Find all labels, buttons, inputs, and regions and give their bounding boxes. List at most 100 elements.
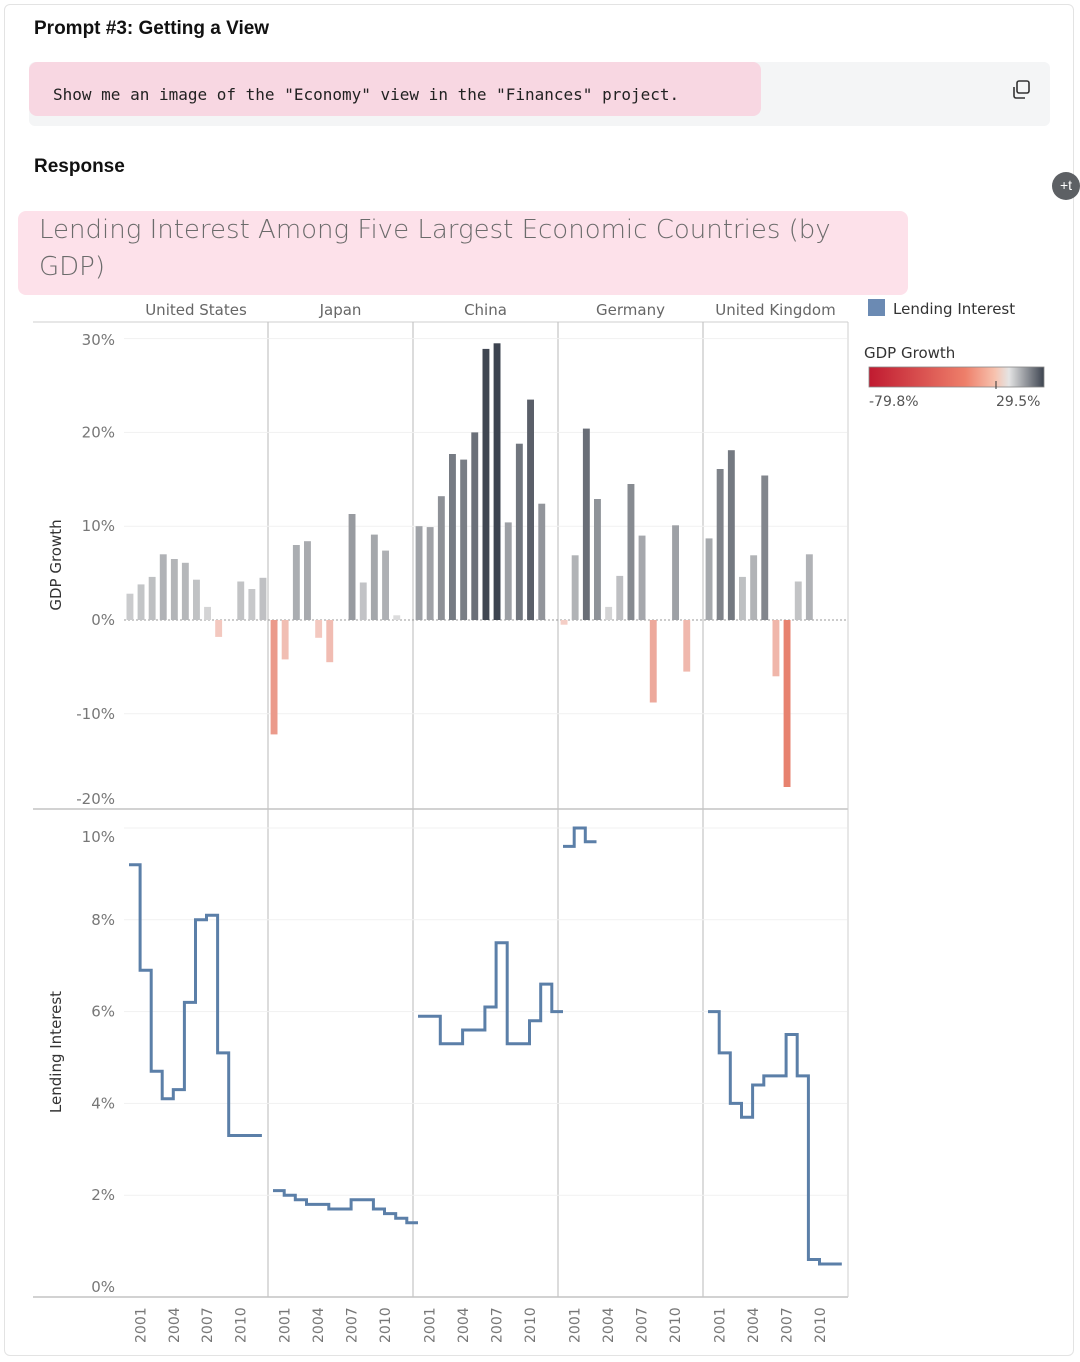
x-tick-label: 2001 [713,1307,729,1343]
copy-icon [1013,80,1030,99]
gdp-bar [605,606,613,620]
x-tick-label: 2010 [523,1307,539,1343]
grid-layer [33,321,849,1298]
column-header: United Kingdom [715,301,835,319]
gdp-bar [126,593,134,620]
lending-interest-line [563,826,597,848]
gdp-growth-gradient-bar [868,366,1045,388]
side-add-button[interactable]: +t [1052,172,1080,200]
gdp-bar [794,581,802,620]
gdp-bar [582,428,590,620]
gdp-bar [571,555,579,620]
gdp-bar [137,584,145,620]
gdp-bar [482,348,490,620]
gdp-bar [193,579,200,620]
gdp-bar [382,550,389,620]
bars-layer [126,343,813,787]
x-tick-label: 2010 [378,1307,394,1343]
column-header: China [464,301,507,319]
x-tick-label: 2001 [568,1307,584,1343]
gdp-bar [772,620,780,677]
gdp-bar [304,541,311,620]
gdp-bar [672,525,679,620]
gdp-bar [181,562,189,620]
gdp-bar [716,469,724,620]
lending-interest-line [708,1010,842,1266]
gdp-bar [616,575,624,620]
gdp-bar [170,559,178,620]
x-tick-label: 2001 [134,1307,150,1343]
title-highlight [18,211,908,295]
gdp-bar [538,503,546,620]
gdp-bar [449,454,456,620]
prompt-highlight [29,62,761,116]
legend-gradient-max: 29.5% [996,394,1041,410]
gdp-bar [805,554,813,620]
gdp-bar [649,620,657,703]
x-tick-label: 2007 [635,1307,651,1343]
gdp-bar [326,620,334,663]
lending-interest-line [129,863,262,1137]
x-tick-label: 2001 [423,1307,439,1343]
top-y-tick-label: -10% [76,705,115,723]
top-y-tick-label: 30% [82,331,115,349]
x-tick-label: 2004 [167,1307,183,1343]
viz-title: Lending Interest Among Five Largest Econ… [39,215,831,282]
gdp-bar [237,581,245,620]
gdp-bar [515,443,523,620]
gdp-bar [493,343,501,620]
lending-interest-line [418,941,563,1046]
legend-gradient-title: GDP Growth [864,344,956,362]
top-axis-title: GDP Growth [47,519,65,610]
x-tick-label: 2007 [200,1307,216,1343]
bottom-y-tick-label: 0% [91,1278,115,1296]
gdp-bar [315,620,323,638]
gdp-bar [348,514,356,620]
gdp-bar [204,606,211,620]
x-tick-label: 2007 [780,1307,796,1343]
gdp-bar [460,459,468,620]
lines-layer [129,826,842,1266]
gdp-bar [594,499,601,620]
gdp-bar [750,555,758,620]
gdp-bar [727,450,735,620]
response-heading: Response [34,156,125,177]
gdp-bar [437,496,445,620]
x-tick-label: 2010 [668,1307,684,1343]
gdp-bar [705,538,713,620]
gdp-bar [783,620,791,787]
gdp-bar [281,620,289,660]
gdp-bar [761,475,769,620]
copy-button[interactable] [1006,76,1036,106]
x-tick-label: 2004 [601,1307,617,1343]
gdp-bar [527,399,534,620]
gdp-bar [215,620,223,637]
prompt-heading: Prompt #3: Getting a View [34,18,270,39]
x-tick-label: 2010 [233,1307,249,1343]
bottom-y-tick-label: 4% [91,1094,115,1112]
legend-swatch-lending-interest [868,299,885,316]
legend-gradient-min: -79.8% [869,394,919,410]
lending-interest-line [273,1189,418,1225]
gdp-bar [159,554,167,620]
gdp-bar [627,484,635,620]
x-tick-label: 2010 [813,1307,829,1343]
content-frame [4,4,1074,1356]
top-y-tick-label: 20% [82,423,115,441]
gdp-bar [259,577,267,620]
bottom-y-tick-label: 10% [82,828,115,846]
bottom-y-tick-label: 8% [91,911,115,929]
gdp-bar [248,589,256,620]
bottom-y-tick-label: 2% [91,1186,115,1204]
x-tick-label: 2004 [746,1307,762,1343]
gdp-bar [415,526,423,620]
top-y-tick-label: 0% [91,611,115,629]
gdp-bar [359,582,367,620]
gdp-bar [292,545,300,620]
legend-series-label: Lending Interest [893,300,1016,318]
gdp-bar [426,527,434,620]
x-tick-label: 2007 [490,1307,506,1343]
column-header: Japan [319,301,362,319]
x-tick-label: 2004 [456,1307,472,1343]
